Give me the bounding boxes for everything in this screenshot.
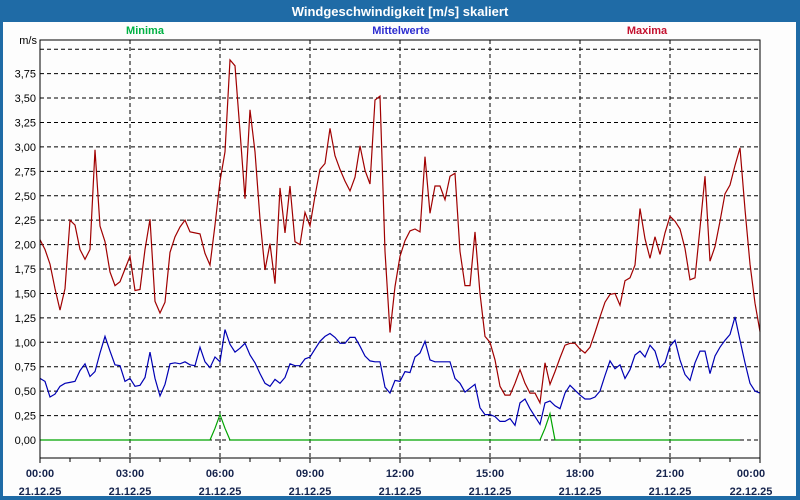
- x-tick-time-label: 06:00: [206, 468, 234, 480]
- y-tick-label: 1,75: [15, 264, 36, 276]
- x-tick-date-label: 22.12.25: [730, 486, 773, 496]
- x-tick-time-label: 12:00: [386, 468, 414, 480]
- x-tick-time-label: 09:00: [296, 468, 324, 480]
- y-tick-label: 3,75: [15, 69, 36, 81]
- title-bar: Windgeschwindigkeit [m/s] skaliert: [0, 0, 800, 22]
- y-axis-unit-label: m/s: [19, 35, 37, 47]
- y-tick-label: 0,00: [15, 435, 36, 447]
- y-tick-label: 3,25: [15, 117, 36, 129]
- y-tick-label: 3,50: [15, 93, 36, 105]
- y-tick-label: 2,25: [15, 215, 36, 227]
- wind-speed-line-chart: 0,00 0,25 0,50 0,75 1,00 1,25 1,50 1,75 2,00 2,25…: [15, 39, 773, 496]
- x-tick-date-label: 21.12.25: [469, 486, 512, 496]
- x-tick-time-label: 00:00: [737, 468, 765, 480]
- y-tick-label: 0,25: [15, 411, 36, 423]
- y-tick-label: 1,50: [15, 288, 36, 300]
- x-tick-date-label: 21.12.25: [559, 486, 602, 496]
- x-tick-date-label: 21.12.25: [379, 486, 422, 496]
- x-tick-time-label: 15:00: [476, 468, 504, 480]
- legend-mittelwerte: Mittelwerte: [372, 25, 430, 37]
- x-tick-time-label: 21:00: [656, 468, 684, 480]
- y-tick-label: 1,00: [15, 337, 36, 349]
- y-tick-label: 0,50: [15, 386, 36, 398]
- chart-area: Minima Mittelwerte Maxima m/s 0,00 0,25 0,…: [3, 22, 796, 496]
- x-tick-time-label: 03:00: [116, 468, 144, 480]
- y-tick-label: 1,25: [15, 313, 36, 325]
- y-tick-label: 3,00: [15, 142, 36, 154]
- legend-minima: Minima: [126, 25, 164, 37]
- y-tick-label: 2,75: [15, 166, 36, 178]
- x-tick-date-label: 21.12.25: [289, 486, 332, 496]
- y-tick-label: 0,75: [15, 362, 36, 374]
- plot-border: [39, 39, 761, 459]
- x-tick-date-label: 21.12.25: [649, 486, 692, 496]
- y-tick-label: 2,00: [15, 240, 36, 252]
- y-tick-label: 2,50: [15, 191, 36, 203]
- series-line-maxima: [39, 58, 761, 405]
- x-tick-date-label: 21.12.25: [199, 486, 242, 496]
- x-tick-date-label: 21.12.25: [109, 486, 152, 496]
- legend-maxima: Maxima: [626, 25, 668, 37]
- x-tick-time-label: 00:00: [26, 468, 54, 480]
- x-tick-time-label: 18:00: [566, 468, 594, 480]
- x-tick-date-label: 21.12.25: [19, 486, 62, 496]
- series-line-minima: [40, 411, 740, 441]
- window-title: Windgeschwindigkeit [m/s] skaliert: [291, 3, 509, 19]
- series-line-mittelwerte: [39, 316, 761, 427]
